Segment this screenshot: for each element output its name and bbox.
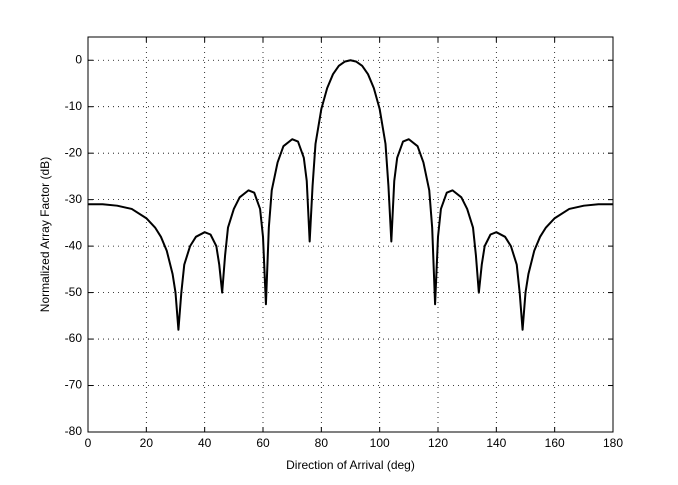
axes-box [87,36,614,433]
y-tick-label: -70 [65,378,83,392]
x-tick-label: 80 [315,436,329,450]
y-axis-label: Normalized Array Factor (dB) [38,157,52,312]
y-tick-label: -80 [65,424,83,438]
y-tick-label: -60 [65,331,83,345]
y-tick-label: 0 [75,52,82,66]
x-tick-label: 160 [545,436,565,450]
x-tick-label: 60 [256,436,270,450]
y-tick-label: -20 [65,145,83,159]
x-tick-label: 40 [198,436,212,450]
y-tick-label: -30 [65,192,83,206]
y-tick-label: -40 [65,238,83,252]
x-tick-label: 120 [428,436,448,450]
x-tick-label: 0 [85,436,92,450]
x-tick-label: 100 [370,436,390,450]
x-tick-label: 140 [486,436,506,450]
y-tick-label: -50 [65,285,83,299]
data-line [88,59,613,331]
y-tick-label: -10 [65,99,83,113]
x-tick-label: 20 [140,436,154,450]
x-tick-label: 180 [603,436,623,450]
x-axis-label: Direction of Arrival (deg) [286,458,415,472]
